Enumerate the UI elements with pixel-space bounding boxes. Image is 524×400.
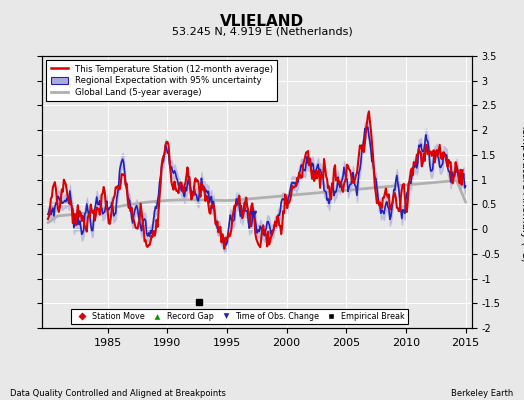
Text: 53.245 N, 4.919 E (Netherlands): 53.245 N, 4.919 E (Netherlands) — [172, 26, 352, 36]
Legend: Station Move, Record Gap, Time of Obs. Change, Empirical Break: Station Move, Record Gap, Time of Obs. C… — [71, 308, 408, 324]
Text: Data Quality Controlled and Aligned at Breakpoints: Data Quality Controlled and Aligned at B… — [10, 389, 226, 398]
Text: Berkeley Earth: Berkeley Earth — [451, 389, 514, 398]
Y-axis label: Temperature Anomaly (°C): Temperature Anomaly (°C) — [520, 122, 524, 262]
Text: VLIELAND: VLIELAND — [220, 14, 304, 29]
